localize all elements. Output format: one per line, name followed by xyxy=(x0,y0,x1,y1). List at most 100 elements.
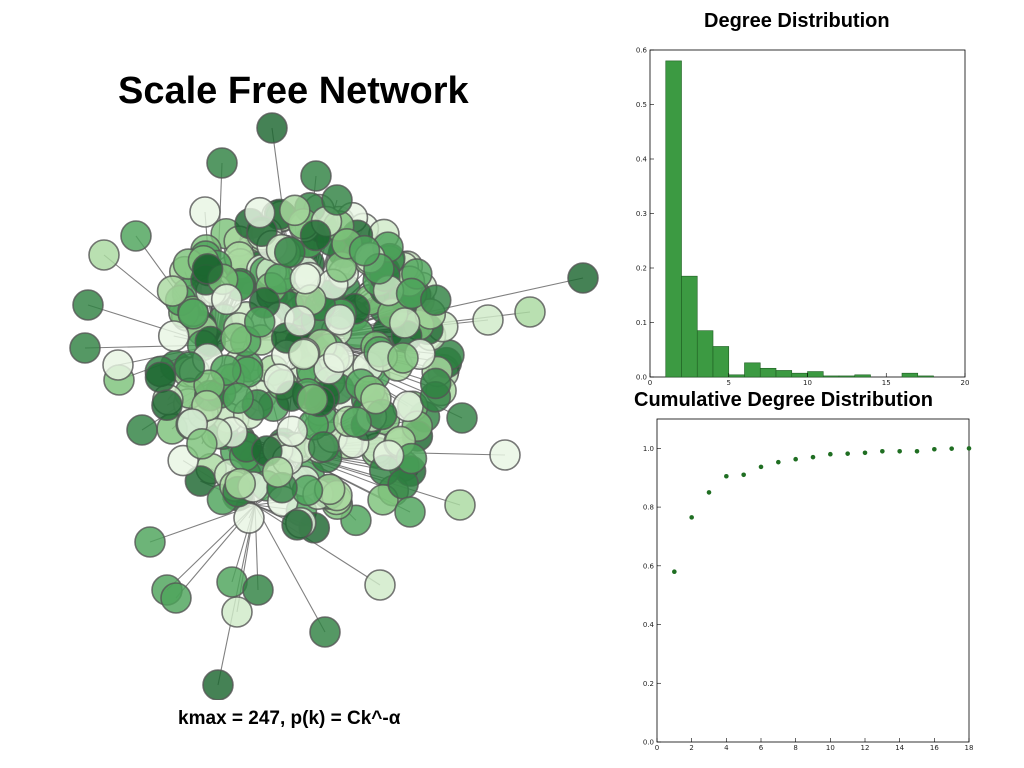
x-tick-label: 16 xyxy=(930,744,939,752)
y-tick-label: 0.0 xyxy=(636,374,647,382)
cdf-point xyxy=(914,449,920,454)
x-tick-label: 15 xyxy=(882,379,891,387)
x-tick-label: 2 xyxy=(689,744,693,752)
cdf-point xyxy=(828,451,833,457)
network-node xyxy=(151,389,183,422)
network-node xyxy=(243,196,276,229)
x-tick-label: 5 xyxy=(727,379,731,387)
network-node xyxy=(120,220,152,252)
y-tick-label: 0.4 xyxy=(643,621,655,629)
x-tick-label: 14 xyxy=(895,744,904,752)
plot-frame xyxy=(656,418,970,743)
cdf-point xyxy=(689,515,694,520)
degree-distribution-chart: 0 5 10 15 20 0.0 0.1 0.2 0.3 0.4 0.5 0.6 xyxy=(636,47,970,388)
network-node xyxy=(296,383,329,416)
network-node xyxy=(261,456,294,488)
network-node xyxy=(281,509,313,541)
network-node xyxy=(222,382,254,415)
y-tick-label: 0.5 xyxy=(636,101,647,109)
network-node xyxy=(210,283,243,316)
network-node xyxy=(156,275,189,307)
cdf-point xyxy=(706,490,712,495)
network-edge xyxy=(254,504,381,586)
cdf-point xyxy=(862,450,868,456)
histogram-bar xyxy=(712,346,730,378)
cdf-point xyxy=(758,464,764,470)
histogram-bar xyxy=(854,374,871,378)
network-node xyxy=(276,415,308,448)
y-tick-label: 0.2 xyxy=(636,265,647,273)
cdf-point xyxy=(672,569,677,574)
y-tick-label: 0.8 xyxy=(643,504,654,512)
network-node xyxy=(309,616,341,648)
y-tick-label: 0.4 xyxy=(636,156,648,164)
page-title: Scale Free Network xyxy=(118,70,469,112)
network-node xyxy=(372,439,405,472)
x-tick-label: 0 xyxy=(648,379,652,387)
y-tick-label: 1.0 xyxy=(643,445,654,453)
network-node xyxy=(102,349,134,381)
network-node xyxy=(567,262,599,294)
cdf-point xyxy=(724,473,729,479)
network-node xyxy=(134,526,166,558)
y-tick-label: 0.6 xyxy=(643,562,655,570)
network-node xyxy=(419,367,452,400)
network-node xyxy=(446,402,478,434)
y-tick-label: 0.6 xyxy=(636,47,648,55)
network-node xyxy=(273,236,306,268)
cdf-point xyxy=(845,451,850,456)
network-node xyxy=(224,467,256,500)
network-edge xyxy=(254,504,326,633)
cdf-point xyxy=(741,472,746,478)
network-node xyxy=(514,296,546,328)
x-tick-label: 4 xyxy=(724,744,729,752)
network-node xyxy=(256,112,288,144)
cdf-point xyxy=(966,446,972,451)
x-tick-label: 18 xyxy=(965,744,974,752)
network-node xyxy=(157,320,190,352)
network-node xyxy=(263,363,295,396)
network-node xyxy=(388,307,421,339)
network-node xyxy=(126,414,158,446)
network-node xyxy=(322,341,355,374)
network-node xyxy=(206,147,238,179)
network-node xyxy=(287,338,320,371)
network-node xyxy=(88,239,120,271)
network-node xyxy=(173,351,206,383)
x-tick-label: 8 xyxy=(793,744,797,752)
network-node xyxy=(69,332,101,364)
network-node xyxy=(444,489,476,521)
x-tick-label: 6 xyxy=(759,744,764,752)
network-node xyxy=(243,306,276,338)
histogram-bar xyxy=(901,372,919,378)
x-tick-label: 0 xyxy=(655,744,659,752)
cdf-point xyxy=(793,456,798,462)
network-node xyxy=(387,342,419,374)
network-node xyxy=(360,382,392,415)
cdf-point xyxy=(810,454,816,460)
cumulative-degree-distribution-title: Cumulative Degree Distribution xyxy=(634,389,933,411)
network-node xyxy=(191,253,224,285)
y-tick-label: 0.2 xyxy=(643,680,654,688)
network-node xyxy=(472,304,504,336)
network-node xyxy=(348,234,381,267)
network-node xyxy=(340,406,372,438)
histogram-bar xyxy=(681,275,698,378)
network-node xyxy=(299,219,332,252)
network-node xyxy=(419,284,452,316)
network-node xyxy=(289,262,322,295)
network-node xyxy=(189,196,221,228)
cdf-point xyxy=(949,446,954,451)
network-node xyxy=(394,496,426,528)
x-tick-label: 20 xyxy=(961,379,970,387)
network-node xyxy=(221,596,253,628)
x-tick-label: 10 xyxy=(803,379,812,387)
network-node xyxy=(321,184,353,216)
cdf-point xyxy=(776,459,781,465)
histogram-bar xyxy=(665,60,682,378)
cdf-point xyxy=(880,449,885,454)
cdf-point xyxy=(897,449,902,454)
y-tick-label: 0.3 xyxy=(636,210,647,218)
network-node xyxy=(279,194,311,227)
